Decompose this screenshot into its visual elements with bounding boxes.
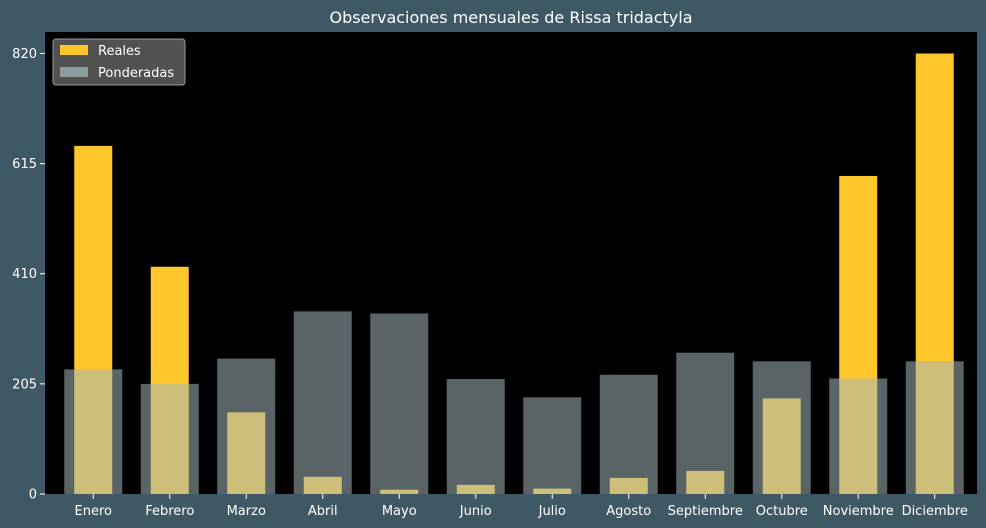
- bar-ponderadas-noviembre: [829, 378, 888, 494]
- x-tick-label-enero: Enero: [75, 504, 113, 519]
- plot-area: [45, 32, 977, 494]
- x-tick-label-junio: Junio: [459, 504, 492, 519]
- y-tick-label-0: 0: [29, 488, 37, 503]
- y-tick-label-205: 205: [12, 377, 37, 392]
- x-tick-label-noviembre: Noviembre: [823, 504, 894, 519]
- x-tick-label-septiembre: Septiembre: [668, 504, 743, 519]
- y-tick-label-410: 410: [12, 267, 37, 282]
- x-tick-label-julio: Julio: [538, 504, 566, 519]
- legend-label-ponderadas: Ponderadas: [98, 66, 174, 81]
- legend-swatch-reales: [60, 45, 88, 55]
- x-tick-label-abril: Abril: [308, 504, 338, 519]
- bar-ponderadas-febrero: [140, 383, 199, 494]
- bar-ponderadas-julio: [523, 397, 582, 494]
- x-tick-label-agosto: Agosto: [606, 504, 651, 519]
- y-tick-label-615: 615: [12, 157, 37, 172]
- y-tick-label-820: 820: [12, 47, 37, 62]
- bar-ponderadas-septiembre: [676, 352, 735, 494]
- x-tick-label-octubre: Octubre: [756, 504, 808, 519]
- x-tick-label-diciembre: Diciembre: [902, 504, 968, 519]
- bar-ponderadas-mayo: [370, 313, 429, 494]
- y-axis: 0 205 410 615 820: [12, 47, 45, 503]
- bar-ponderadas-junio: [446, 379, 505, 494]
- chart-title: Observaciones mensuales de Rissa tridact…: [329, 8, 692, 27]
- bar-ponderadas-agosto: [599, 374, 658, 494]
- x-axis: Enero Febrero Marzo Abril Mayo Junio Julio Agos…: [75, 494, 968, 519]
- legend-swatch-ponderadas: [60, 67, 88, 77]
- bars-ponderadas: [64, 311, 964, 494]
- x-tick-label-febrero: Febrero: [145, 504, 194, 519]
- x-tick-label-mayo: Mayo: [382, 504, 417, 519]
- x-tick-label-marzo: Marzo: [227, 504, 266, 519]
- bar-ponderadas-abril: [293, 311, 352, 494]
- legend-label-reales: Reales: [98, 44, 141, 59]
- bar-ponderadas-octubre: [752, 361, 811, 494]
- legend: Reales Ponderadas: [52, 38, 186, 86]
- bar-ponderadas-marzo: [217, 358, 276, 494]
- bar-ponderadas-diciembre: [905, 361, 964, 494]
- bar-ponderadas-enero: [64, 369, 123, 494]
